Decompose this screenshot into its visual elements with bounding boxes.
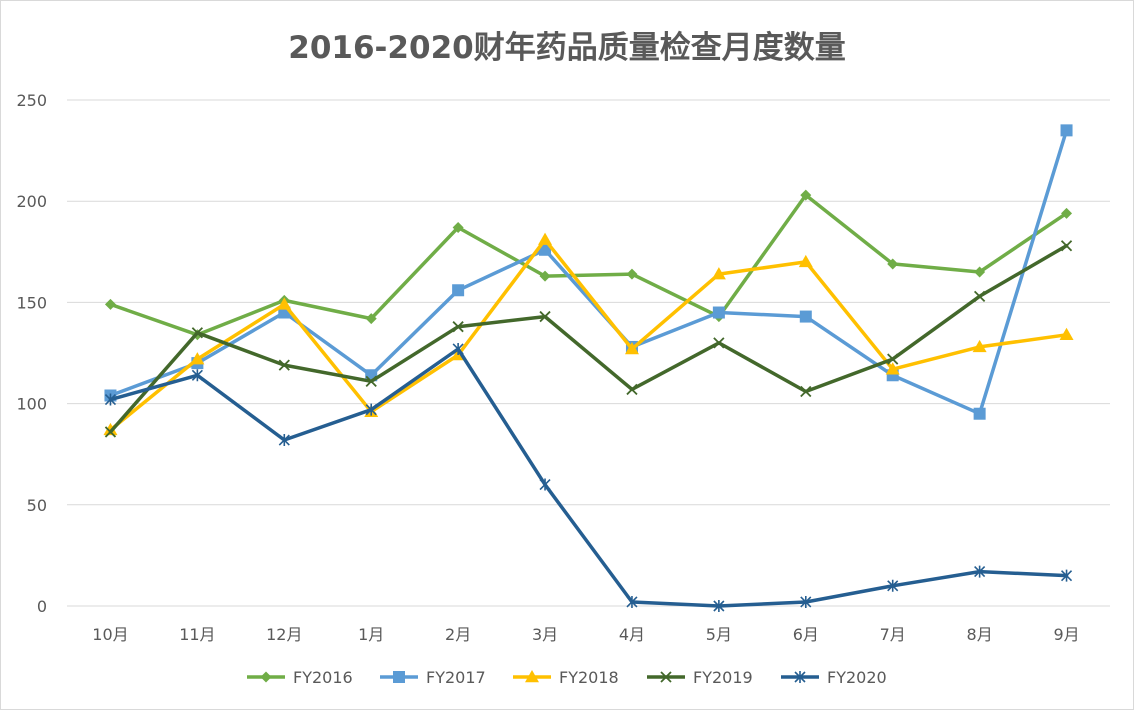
y-tick-label: 150	[16, 293, 47, 312]
data-point	[711, 267, 726, 280]
series-line	[108, 347, 1069, 608]
data-point	[104, 393, 117, 406]
chart-title: 2016-2020财年药品质量检查月度数量	[288, 30, 845, 66]
x-tick-label: 6月	[793, 625, 819, 644]
legend-item: FY2020	[781, 668, 887, 687]
x-tick-label: 3月	[532, 625, 558, 644]
data-point	[1061, 207, 1073, 219]
data-point	[887, 258, 899, 270]
data-point	[974, 565, 986, 578]
data-point	[1059, 327, 1074, 341]
x-tick-label: 4月	[619, 625, 645, 644]
x-tick-label: 12月	[266, 625, 302, 644]
series-FY2018	[103, 232, 1074, 436]
data-point	[713, 600, 725, 612]
data-point	[973, 407, 986, 420]
series-line	[108, 128, 1069, 416]
data-point	[624, 341, 639, 355]
data-point	[972, 339, 987, 353]
series-FY2017	[104, 124, 1073, 420]
legend-label: FY2020	[827, 668, 887, 687]
data-point	[1060, 124, 1073, 137]
legend: FY2016 FY2017 FY2018 FY2019 FY2020	[247, 668, 887, 687]
legend-item: FY2017	[380, 668, 486, 687]
data-point	[365, 375, 377, 387]
legend-item: FY2019	[647, 668, 753, 687]
data-point	[191, 327, 204, 339]
legend-marker	[260, 671, 272, 683]
series-FY2016	[104, 189, 1073, 341]
data-point	[190, 352, 205, 365]
legend-marker	[660, 671, 672, 683]
data-point	[713, 337, 725, 349]
data-point	[1060, 569, 1073, 582]
data-point	[452, 342, 464, 355]
legend-label: FY2017	[426, 668, 486, 687]
y-tick-label: 200	[16, 192, 47, 211]
data-point	[626, 383, 638, 396]
legend-item: FY2018	[513, 668, 619, 687]
y-axis-ticks: 0 50 100 150 200 250	[16, 91, 47, 616]
series-group	[103, 124, 1074, 612]
legend-label: FY2016	[293, 668, 353, 687]
data-point	[452, 222, 464, 234]
gridlines	[67, 99, 1110, 607]
data-point	[626, 595, 638, 608]
data-point	[800, 595, 812, 608]
data-point	[800, 385, 812, 398]
legend-item: FY2016	[247, 668, 353, 687]
y-tick-label: 0	[37, 597, 47, 616]
data-point	[539, 243, 552, 256]
data-point	[278, 359, 290, 371]
data-point	[278, 434, 290, 447]
data-point	[452, 284, 465, 297]
x-tick-label: 2月	[445, 625, 471, 644]
data-point	[104, 298, 116, 310]
data-point	[885, 362, 900, 375]
x-axis-ticks: 10月 11月 12月 1月 2月 3月 4月 5月 6月 7月 8月 9月	[92, 625, 1079, 644]
data-point	[277, 297, 292, 310]
data-point	[452, 321, 464, 333]
data-point	[539, 270, 551, 282]
data-point	[1060, 240, 1073, 252]
y-tick-label: 100	[16, 395, 47, 414]
series-FY2020	[104, 342, 1073, 612]
x-tick-label: 9月	[1053, 625, 1079, 644]
data-point	[191, 369, 203, 382]
series-line	[108, 237, 1069, 432]
series-line	[108, 243, 1069, 434]
data-point	[538, 232, 553, 245]
data-point	[365, 403, 377, 416]
data-point	[798, 254, 813, 268]
x-tick-label: 7月	[880, 625, 906, 644]
data-point	[973, 290, 986, 302]
data-point	[365, 313, 377, 325]
y-tick-label: 250	[16, 91, 47, 110]
legend-marker	[794, 671, 806, 683]
data-point	[974, 266, 986, 278]
series-FY2019	[104, 240, 1073, 438]
x-tick-label: 11月	[179, 625, 215, 644]
legend-marker	[393, 671, 405, 683]
data-point	[887, 579, 899, 592]
x-tick-label: 8月	[967, 625, 993, 644]
x-tick-label: 5月	[706, 625, 732, 644]
data-point	[800, 189, 812, 201]
x-tick-label: 1月	[358, 625, 384, 644]
x-tick-label: 10月	[92, 625, 128, 644]
data-point	[887, 353, 899, 365]
data-point	[712, 306, 725, 319]
data-point	[104, 426, 117, 438]
series-line	[108, 193, 1069, 337]
legend-marker	[525, 670, 539, 683]
data-point	[539, 310, 551, 323]
y-tick-label: 50	[27, 496, 47, 515]
data-point	[103, 422, 118, 436]
legend-label: FY2018	[559, 668, 619, 687]
data-point	[626, 268, 638, 280]
data-point	[799, 310, 812, 323]
data-point	[539, 478, 551, 491]
legend-label: FY2019	[693, 668, 753, 687]
